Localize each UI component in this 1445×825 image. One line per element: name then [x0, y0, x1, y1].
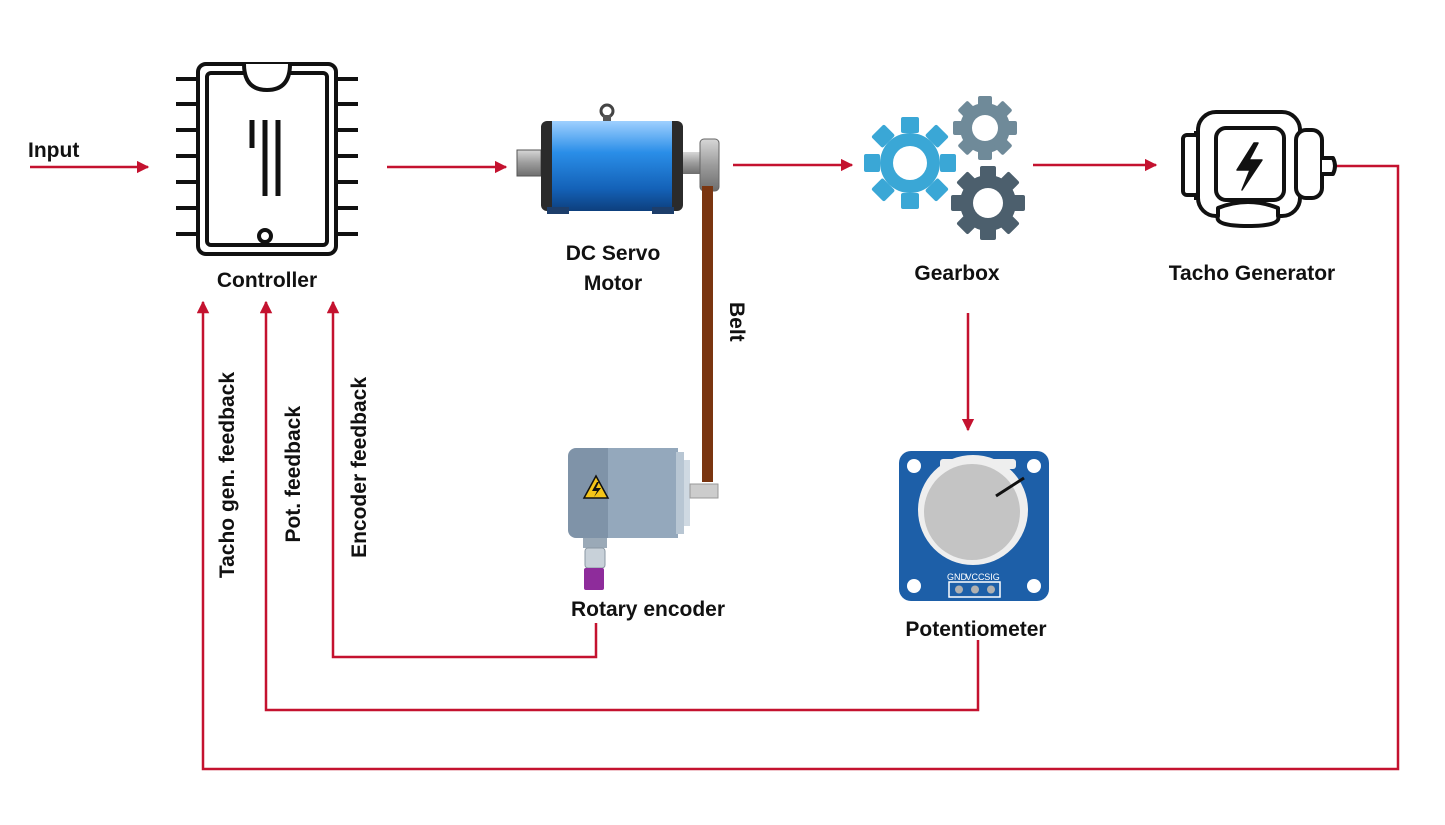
belt-label: Belt	[725, 302, 748, 342]
potentiometer-label: Potentiometer	[905, 618, 1046, 641]
motor-label-line2: Motor	[584, 272, 642, 295]
potentiometer-module-icon: GND VCC SIG	[899, 451, 1049, 601]
generator-icon	[1181, 110, 1337, 228]
tacho-generator-label: Tacho Generator	[1169, 262, 1335, 285]
encoder-feedback-label: Encoder feedback	[348, 377, 371, 558]
rotary-encoder-label: Rotary encoder	[571, 598, 725, 621]
pot-pin-gnd: GND	[947, 572, 968, 582]
controller-label: Controller	[217, 269, 317, 292]
gearbox-label: Gearbox	[914, 262, 1000, 285]
pot-pin-vcc: VCC	[965, 572, 985, 582]
pot-feedback-label: Pot. feedback	[282, 406, 305, 543]
input-label: Input	[28, 139, 79, 162]
dc-motor-icon	[516, 103, 720, 214]
belt-icon	[702, 186, 713, 482]
tacho-feedback-line	[196, 164, 1400, 771]
motor-label-line1: DC Servo	[566, 242, 661, 265]
ic-chip-icon	[176, 62, 358, 256]
rotary-encoder-icon	[568, 448, 719, 590]
pot-feedback-line	[259, 300, 980, 712]
encoder-feedback-line	[326, 300, 598, 659]
tacho-feedback-label: Tacho gen. feedback	[216, 372, 239, 578]
gears-icon	[864, 96, 1025, 240]
pot-pin-sig: SIG	[984, 572, 1000, 582]
